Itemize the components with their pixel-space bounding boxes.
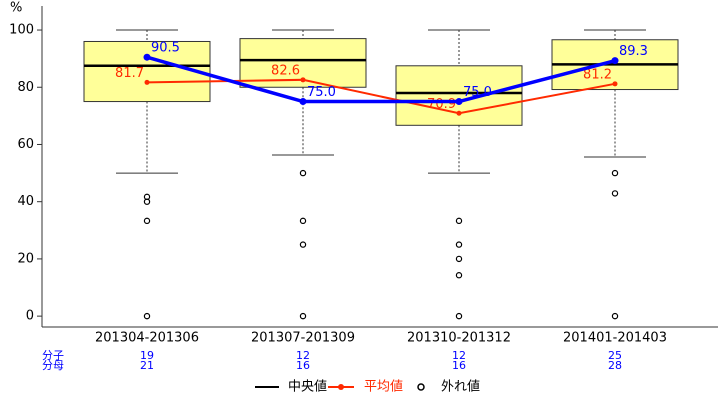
outlier [143, 217, 151, 225]
point [456, 110, 462, 116]
point [612, 81, 618, 87]
value-label: 70.9 [427, 97, 456, 112]
value-label: 81.7 [115, 66, 144, 81]
outlier [611, 190, 619, 197]
series-line [146, 78, 616, 115]
outlier [455, 272, 463, 279]
value-label: 82.6 [271, 63, 300, 78]
denominator: 21 [140, 359, 154, 372]
box [395, 65, 523, 126]
numerator: 12 [296, 349, 310, 362]
legend-label: 中央値 [288, 379, 327, 395]
x-tick-label: 201310-201312 [407, 331, 511, 346]
outlier [299, 241, 307, 248]
y-tick-label: 40 [17, 194, 34, 209]
numerator: 12 [452, 349, 466, 362]
point [611, 57, 619, 65]
y-axis-label: % [10, 1, 22, 16]
x-tick-label: 201401-201403 [563, 331, 667, 346]
outlier [299, 217, 307, 225]
outlier [455, 241, 463, 248]
legend-mean-dot [338, 384, 344, 390]
outlier [299, 312, 307, 320]
y-tick-label: 60 [17, 137, 34, 152]
outlier [143, 312, 151, 320]
outlier [299, 169, 307, 177]
y-tick-label: 20 [17, 251, 34, 266]
box [83, 40, 211, 103]
denominator: 28 [608, 359, 622, 372]
x-tick-label: 201307-201309 [251, 331, 355, 346]
outlier [455, 312, 463, 320]
numerator-label: 分子 [42, 349, 64, 362]
legend-label: 平均値 [364, 379, 403, 395]
value-label: 75.0 [307, 85, 336, 100]
outlier [611, 169, 619, 177]
value-label: 90.5 [151, 41, 180, 56]
denominator: 16 [452, 359, 466, 372]
numerator: 19 [140, 349, 154, 362]
y-tick-label: 0 [26, 309, 34, 324]
point [144, 79, 150, 85]
outlier [455, 217, 463, 225]
value-label: 81.2 [583, 67, 612, 82]
value-label: 75.0 [463, 85, 492, 100]
x-tick-label: 201304-201306 [95, 331, 199, 346]
outlier [455, 255, 463, 263]
denominator-label: 分母 [42, 359, 64, 372]
legend-label: 外れ値 [441, 379, 480, 395]
value-label: 89.3 [619, 44, 648, 59]
y-tick-label: 80 [17, 80, 34, 95]
point [300, 77, 306, 83]
outlier [611, 312, 619, 320]
legend-outlier-key [417, 383, 425, 391]
outlier [143, 198, 151, 205]
denominator: 16 [296, 359, 310, 372]
y-tick-label: 100 [9, 23, 34, 38]
point [455, 98, 463, 106]
series-line [146, 55, 616, 104]
point [299, 98, 307, 106]
numerator: 25 [608, 349, 622, 362]
point [143, 53, 151, 61]
